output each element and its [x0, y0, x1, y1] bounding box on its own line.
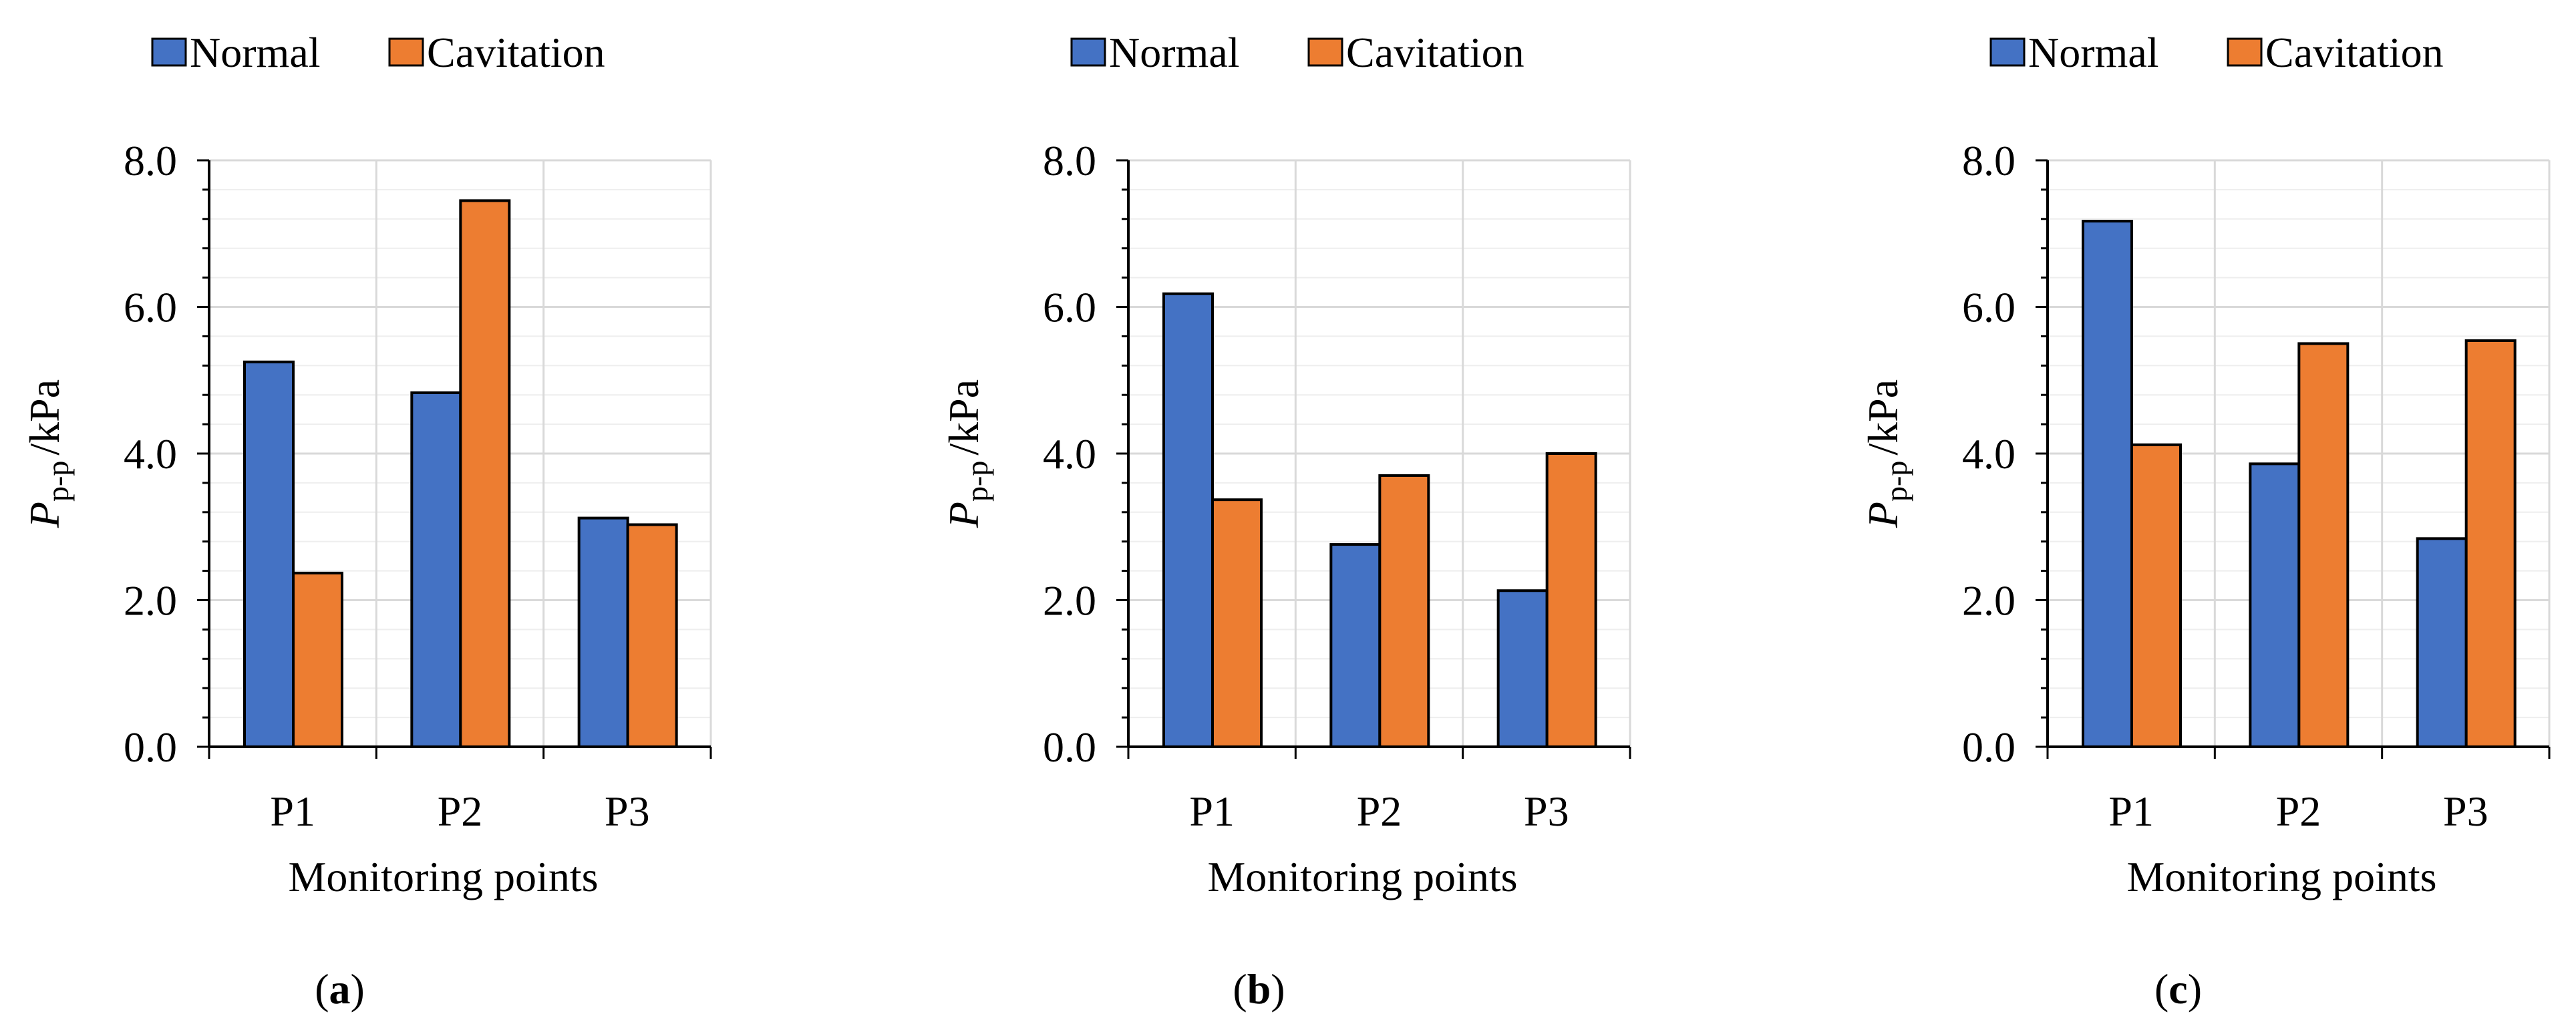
panel-label: (c): [2154, 965, 2202, 1013]
y-tick-label: 8.0: [1043, 137, 1096, 184]
bar-cavitation-p2: [1378, 474, 1430, 748]
x-tick-label: P1: [1189, 788, 1235, 835]
y-tick-label: 8.0: [1962, 137, 2016, 184]
legend-label-normal: Normal: [190, 29, 321, 76]
y-tick-label: 6.0: [124, 284, 177, 331]
x-tick-label: P1: [270, 788, 315, 835]
y-axis-label: Pp-p/kPa: [21, 379, 75, 528]
legend-label-cavitation: Cavitation: [2265, 29, 2444, 76]
legend-label-cavitation: Cavitation: [427, 29, 605, 76]
bar-normal-p1: [1162, 292, 1214, 748]
y-tick-label: 6.0: [1043, 284, 1096, 331]
bar-normal-p2: [1329, 543, 1382, 749]
bar-cavitation-p2: [459, 199, 511, 748]
panel-label: (a): [315, 965, 365, 1013]
legend-swatch-cavitation: [1307, 37, 1343, 67]
y-tick-label: 0.0: [1962, 723, 2016, 771]
y-tick-label: 2.0: [1962, 577, 2016, 625]
y-tick-label: 4.0: [1962, 430, 2016, 478]
y-tick-label: 4.0: [124, 430, 177, 478]
y-axis-label-symbol: P: [1859, 502, 1907, 528]
y-axis-label: Pp-p/kPa: [1859, 379, 1913, 528]
y-axis-label-subscript: p-p: [1879, 461, 1913, 502]
bar-normal-p1: [2082, 220, 2133, 748]
bar-cavitation-p1: [2130, 443, 2182, 749]
x-tick-label: P3: [605, 788, 650, 835]
bar-cavitation-p3: [1545, 452, 1597, 748]
legend-swatch-normal: [1989, 37, 2026, 67]
x-tick-label: P2: [1357, 788, 1402, 835]
panel-label: (b): [1233, 965, 1285, 1013]
x-axis-label: Monitoring points: [288, 853, 598, 900]
panel-label-letter: b: [1247, 965, 1271, 1013]
y-tick-label: 6.0: [1962, 284, 2016, 331]
bar-normal-p2: [410, 391, 462, 748]
bar-normal-p3: [2416, 537, 2468, 748]
x-tick-label: P1: [2108, 788, 2154, 835]
legend-swatch-cavitation: [2227, 37, 2263, 67]
y-tick-label: 2.0: [1043, 577, 1096, 625]
legend-label-normal: Normal: [1109, 29, 1240, 76]
y-axis-label-symbol: P: [940, 502, 987, 528]
panel-label-letter: a: [329, 965, 351, 1013]
bar-normal-p3: [1496, 589, 1549, 748]
bar-normal-p2: [2249, 462, 2301, 748]
y-tick-label: 0.0: [124, 723, 177, 771]
bar-cavitation-p3: [626, 523, 678, 749]
bar-normal-p3: [577, 516, 629, 749]
x-tick-label: P3: [2443, 788, 2488, 835]
y-tick-label: 8.0: [124, 137, 177, 184]
bar-cavitation-p1: [1211, 498, 1263, 749]
legend-swatch-cavitation: [388, 37, 424, 67]
y-tick-label: 2.0: [124, 577, 177, 625]
y-tick-label: 4.0: [1043, 430, 1096, 478]
bar-cavitation-p3: [2464, 339, 2517, 748]
y-axis-label-subscript: p-p: [41, 461, 75, 502]
legend-swatch-normal: [1070, 37, 1106, 67]
legend-label-normal: Normal: [2028, 29, 2159, 76]
y-axis-label-unit: /kPa: [21, 379, 68, 456]
y-axis-label-unit: /kPa: [1859, 379, 1907, 456]
y-axis-label-symbol: P: [21, 502, 68, 528]
legend-label-cavitation: Cavitation: [1346, 29, 1524, 76]
x-axis-label: Monitoring points: [2126, 853, 2436, 900]
panel-label-letter: c: [2168, 965, 2187, 1013]
x-axis-label: Monitoring points: [1207, 853, 1517, 900]
y-axis-label-unit: /kPa: [940, 379, 987, 456]
bar-normal-p1: [243, 360, 295, 748]
y-axis-label: Pp-p/kPa: [940, 379, 994, 528]
x-tick-label: P3: [1524, 788, 1569, 835]
x-tick-label: P2: [2276, 788, 2321, 835]
y-axis-label-subscript: p-p: [960, 461, 994, 502]
y-tick-label: 0.0: [1043, 723, 1096, 771]
bar-cavitation-p1: [292, 571, 343, 749]
legend-swatch-normal: [151, 37, 187, 67]
x-tick-label: P2: [438, 788, 483, 835]
bar-cavitation-p2: [2297, 342, 2350, 748]
